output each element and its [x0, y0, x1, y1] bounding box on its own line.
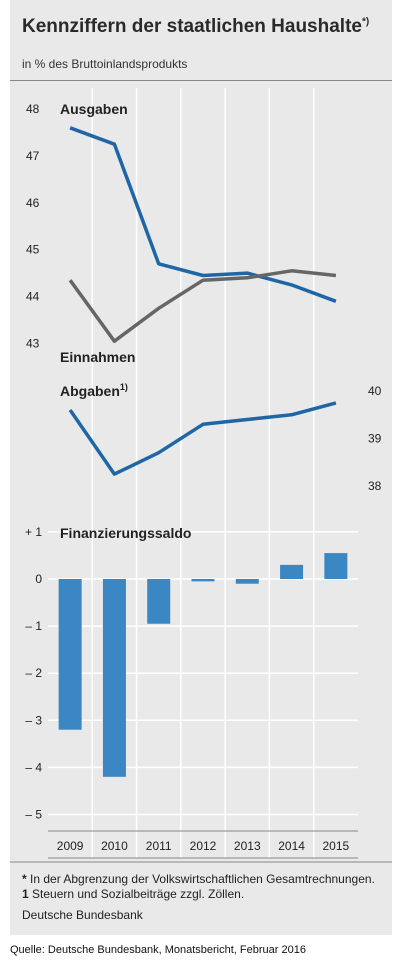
- series-line-abgaben: [68, 401, 337, 476]
- line-series: [68, 126, 337, 476]
- footnote: * In der Abgrenzung der Volkswirtschaftl…: [22, 872, 382, 902]
- y-tick-label: 44: [26, 290, 40, 304]
- series-label-einnahmen: Einnahmen: [60, 349, 135, 365]
- y-tick-label-bar: – 1: [25, 619, 42, 633]
- series-label-ausgaben: Ausgaben: [60, 101, 128, 117]
- chart-subtitle: in % des Bruttoinlandsprodukts: [22, 57, 188, 71]
- footnote-one-text: Steuern und Sozialbeiträge zzgl. Zöllen.: [28, 887, 245, 901]
- y-tick-label: 43: [26, 337, 40, 351]
- y-tick-label-bar: – 2: [25, 666, 42, 680]
- publisher-label: Deutsche Bundesbank: [22, 908, 143, 922]
- bar-2013: [235, 579, 259, 584]
- y-tick-label: 46: [26, 196, 40, 210]
- y-tick-label: 45: [26, 243, 40, 257]
- y-tick-label-bar: – 3: [25, 713, 42, 727]
- x-tick-label: 2015: [323, 839, 350, 853]
- x-tick-label: 2014: [278, 839, 305, 853]
- y-tick-label: 47: [26, 149, 40, 163]
- x-tick-label: 2012: [190, 839, 217, 853]
- series-label-finanzierungssaldo: Finanzierungssaldo: [60, 525, 191, 541]
- y-tick-label-right: 39: [368, 432, 382, 446]
- y-tick-label-bar: 0: [35, 572, 42, 586]
- chart-title: Kennziffern der staatlichen Haushalte*): [22, 16, 369, 38]
- bar-2012: [191, 579, 215, 582]
- vertical-gridlines: [91, 88, 315, 858]
- series-line-einnahmen: [68, 269, 337, 343]
- x-tick-label: 2011: [146, 839, 172, 853]
- y-tick-label: 48: [26, 102, 40, 116]
- source-line: Quelle: Deutsche Bundesbank, Monatsberic…: [10, 944, 306, 956]
- chart-panel: [10, 0, 392, 935]
- x-tick-label: 2013: [234, 839, 261, 853]
- y-tick-label-right: 38: [368, 479, 382, 493]
- bar-2011: [147, 579, 171, 624]
- axis-and-series-labels: 48 47 46 45 44 43 Ausgaben Einnahmen 40 39 38 Abgab…: [25, 101, 382, 853]
- footnote-text: In der Abgrenzung der Volkswirtschaftlic…: [26, 872, 375, 886]
- footnote-one-mark: 1: [22, 887, 29, 901]
- bar-2014: [280, 564, 304, 579]
- bar-2009: [58, 579, 82, 730]
- bar-2015: [324, 553, 348, 579]
- horizontal-gridlines: [10, 531, 392, 863]
- title-footnote-mark: *): [361, 16, 370, 28]
- y-tick-label-right: 40: [368, 384, 382, 398]
- series-label-abgaben: Abgaben1): [60, 382, 128, 399]
- y-tick-label-bar: + 1: [25, 525, 42, 539]
- series-label-abgaben-sup: 1): [120, 382, 128, 392]
- series-line-ausgaben: [69, 126, 337, 303]
- bar-2010: [102, 579, 126, 777]
- chart-title-text: Kennziffern der staatlichen Haushalte: [22, 16, 362, 37]
- footnote-star: *: [22, 872, 27, 886]
- x-tick-label: 2009: [57, 839, 84, 853]
- x-tick-label: 2010: [101, 839, 128, 853]
- title-divider: [10, 80, 392, 81]
- y-tick-label-bar: – 5: [25, 808, 42, 822]
- bar-series: [58, 553, 348, 777]
- y-tick-label-bar: – 4: [25, 760, 42, 774]
